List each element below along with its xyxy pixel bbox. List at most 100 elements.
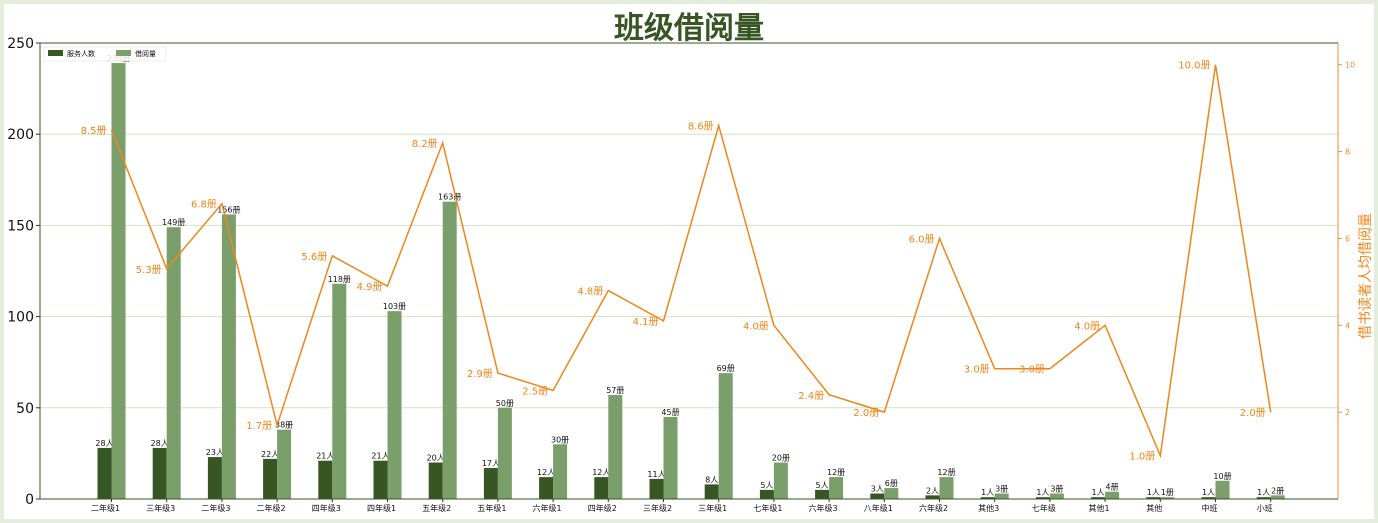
x-tick-label: 三年级2 bbox=[643, 503, 672, 513]
line-point-label: 2.4册 bbox=[798, 391, 824, 402]
bar-borrow-count bbox=[1160, 497, 1175, 499]
line-point-label: 8.2册 bbox=[412, 139, 438, 150]
x-tick-label: 五年级2 bbox=[422, 503, 451, 513]
line-point-label: 6.0册 bbox=[909, 234, 935, 245]
x-tick-label: 小班 bbox=[1257, 503, 1273, 513]
bar-borrow-count bbox=[608, 395, 623, 499]
bar-borrow-count bbox=[1105, 491, 1120, 499]
bar-service-count bbox=[318, 460, 333, 499]
x-tick-label: 六年级2 bbox=[919, 503, 948, 513]
y2-tick-label: 2 bbox=[1345, 408, 1350, 417]
bar-borrow-count bbox=[939, 477, 954, 499]
bar-service-count bbox=[1035, 497, 1050, 499]
bar-label-service-count: 1人 bbox=[1036, 488, 1049, 497]
x-tick-label: 四年级1 bbox=[367, 503, 396, 513]
x-tick-label: 其他3 bbox=[978, 503, 999, 513]
x-tick-label: 六年级1 bbox=[533, 503, 562, 513]
bar-borrow-count bbox=[773, 462, 788, 499]
line-point-label: 4.8册 bbox=[577, 287, 603, 298]
bar-service-count bbox=[152, 447, 167, 499]
legend-box bbox=[43, 46, 167, 62]
bar-service-count bbox=[1091, 497, 1106, 499]
bar-borrow-count bbox=[442, 201, 457, 500]
y-tick-label: 200 bbox=[7, 127, 34, 143]
bar-borrow-count bbox=[221, 214, 236, 499]
chart-title: 班级借阅量 bbox=[614, 11, 764, 46]
bar-borrow-count bbox=[663, 416, 678, 499]
bar-service-count bbox=[870, 493, 885, 499]
line-point-label: 4.9册 bbox=[357, 282, 383, 293]
bar-service-count bbox=[428, 462, 443, 499]
bar-label-borrow-count: 45册 bbox=[661, 408, 679, 417]
bar-borrow-count bbox=[884, 488, 899, 499]
x-tick-label: 三年级1 bbox=[698, 503, 727, 513]
bar-borrow-count bbox=[166, 227, 181, 499]
bar-service-count bbox=[373, 460, 388, 499]
bar-service-count bbox=[594, 477, 609, 499]
bar-label-borrow-count: 163册 bbox=[438, 193, 461, 202]
bar-label-borrow-count: 57册 bbox=[606, 386, 624, 395]
x-tick-label: 二年级2 bbox=[257, 503, 286, 513]
line-point-label: 8.6册 bbox=[688, 122, 714, 133]
bar-label-service-count: 12人 bbox=[592, 468, 610, 477]
bar-label-borrow-count: 20册 bbox=[772, 454, 790, 463]
line-point-label: 4.1册 bbox=[633, 317, 659, 328]
x-tick-label: 七年级 bbox=[1032, 503, 1056, 513]
legend-label-borrow-count: 借阅量 bbox=[135, 49, 156, 58]
bar-borrow-count bbox=[111, 63, 126, 500]
bar-service-count bbox=[759, 489, 774, 499]
bar-label-borrow-count: 6册 bbox=[885, 479, 898, 488]
line-point-label: 2.5册 bbox=[522, 386, 548, 397]
y2-tick-label: 10 bbox=[1345, 61, 1355, 70]
line-point-label: 8.5册 bbox=[81, 126, 107, 137]
line-point-label: 4.0册 bbox=[743, 321, 769, 332]
x-tick-label: 二年级1 bbox=[91, 503, 120, 513]
average-line: 8.5册 5.3册 6.8册 1.7册 5.6册 4.9册 8.2册 2.9册 2.5册 4.8册… bbox=[81, 61, 1272, 463]
x-tick-label: 五年级1 bbox=[477, 503, 506, 513]
bar-label-service-count: 2人 bbox=[926, 486, 939, 495]
y2-tick-label: 8 bbox=[1345, 148, 1350, 157]
x-tick-label: 七年级1 bbox=[753, 503, 782, 513]
bar-label-service-count: 5人 bbox=[816, 481, 829, 490]
bar-label-borrow-count: 10册 bbox=[1213, 472, 1231, 481]
y-tick-label: 100 bbox=[7, 310, 34, 326]
bar-borrow-count bbox=[994, 493, 1009, 499]
x-tick-label: 八年级1 bbox=[864, 503, 893, 513]
bar-label-borrow-count: 12册 bbox=[937, 468, 955, 477]
bar-service-count bbox=[704, 484, 719, 499]
bar-service-count bbox=[649, 478, 664, 499]
line-point-label: 6.8册 bbox=[191, 200, 217, 211]
y2-tick-label: 6 bbox=[1345, 234, 1350, 243]
bar-label-borrow-count: 2册 bbox=[1271, 486, 1284, 495]
bar-label-service-count: 28人 bbox=[151, 439, 169, 448]
bars: 28人239册28人149册23人156册22人38册21人118册21人103… bbox=[95, 54, 1285, 500]
bar-service-count bbox=[1256, 497, 1271, 499]
line-point-label: 1.7册 bbox=[246, 421, 272, 432]
line-point-label: 3.0册 bbox=[964, 365, 990, 376]
bar-label-service-count: 21人 bbox=[371, 452, 389, 461]
line-point-label: 1.0册 bbox=[1129, 452, 1155, 463]
bar-label-service-count: 20人 bbox=[427, 454, 445, 463]
bar-service-count bbox=[925, 495, 940, 499]
bar-label-service-count: 28人 bbox=[95, 439, 113, 448]
bar-label-borrow-count: 4册 bbox=[1106, 483, 1119, 492]
bar-label-service-count: 1人 bbox=[1257, 488, 1270, 497]
bar-label-borrow-count: 156册 bbox=[217, 205, 240, 214]
line-point-label: 4.0册 bbox=[1074, 321, 1100, 332]
bar-borrow-count bbox=[553, 444, 568, 499]
bar-service-count bbox=[1201, 497, 1216, 499]
x-tick-label: 其他1 bbox=[1089, 503, 1110, 513]
y-tick-label: 50 bbox=[16, 401, 34, 417]
line-point-label: 2.0册 bbox=[853, 408, 879, 419]
bar-label-borrow-count: 69册 bbox=[717, 364, 735, 373]
y-tick-label: 0 bbox=[25, 492, 34, 508]
line-point-label: 5.6册 bbox=[301, 252, 327, 263]
bar-borrow-count bbox=[332, 283, 347, 499]
legend-swatch-borrow-count bbox=[116, 50, 131, 56]
line-point-label: 3.0册 bbox=[1019, 365, 1045, 376]
legend-label-service-count: 服务人数 bbox=[67, 49, 95, 58]
line-average-borrow bbox=[110, 64, 1272, 459]
line-point-label: 5.3册 bbox=[136, 265, 162, 276]
bar-label-service-count: 12人 bbox=[537, 468, 555, 477]
bar-label-service-count: 17人 bbox=[482, 459, 500, 468]
